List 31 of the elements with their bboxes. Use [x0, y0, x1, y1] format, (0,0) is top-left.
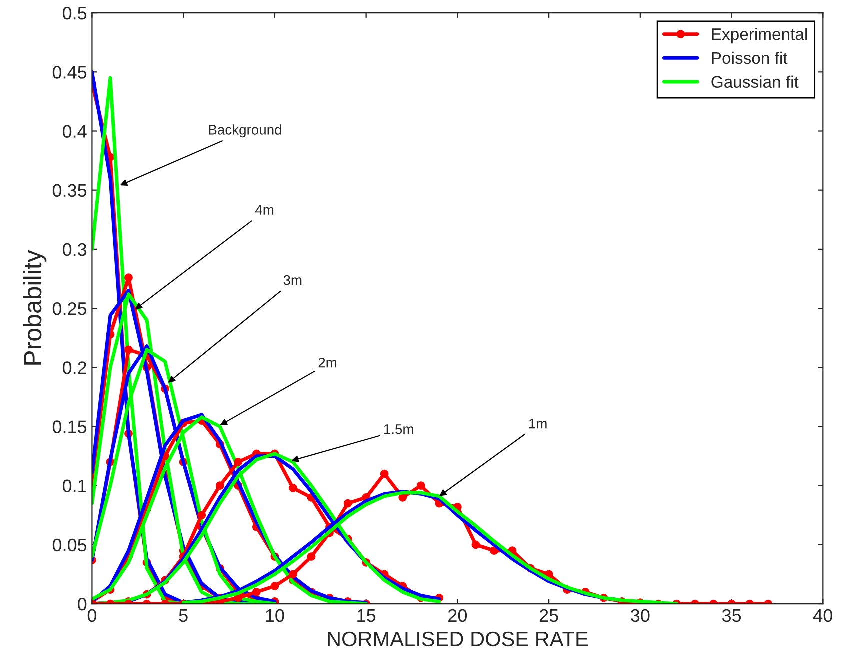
y-tick-label: 0.4	[62, 125, 87, 138]
annotation: 2m	[318, 358, 337, 368]
x-tick-label: 5	[179, 610, 188, 622]
x-tick-label: 20	[448, 609, 468, 622]
annotation: 1.5m	[384, 424, 414, 434]
annotation: 1m	[529, 419, 547, 429]
y-axis-title: Probability	[23, 250, 47, 365]
y-tick-label: 0.3	[62, 243, 87, 256]
annotation: Background	[209, 124, 282, 138]
legend-label: Gaussian fit	[712, 76, 799, 88]
y-tick-label: 0.5	[62, 6, 87, 20]
x-tick-label: 15	[358, 610, 376, 622]
x-tick-label: 10	[266, 609, 284, 622]
y-tick-label: 0.1	[62, 480, 86, 493]
legend-label: Experimental	[712, 28, 808, 44]
x-tick-label: 35	[722, 609, 742, 622]
x-tick-label: 40	[814, 609, 832, 622]
legend-label: Poisson fit	[712, 52, 788, 64]
y-tick-label: 0.25	[52, 302, 87, 316]
y-tick-label: 0.05	[52, 538, 87, 552]
x-axis-title: NORMALISED DOSE RATE	[328, 632, 588, 647]
annotation: 3m	[284, 275, 302, 286]
x-tick-label: 0	[88, 609, 97, 622]
y-tick-label: 0.15	[52, 420, 87, 434]
y-tick-label: 0.2	[62, 362, 86, 374]
y-tick-label: 0.35	[52, 184, 87, 198]
y-tick-label: 0	[78, 598, 87, 611]
x-tick-label: 30	[631, 609, 650, 622]
y-tick-label: 0.45	[52, 66, 87, 79]
x-tick-label: 25	[540, 609, 558, 622]
annotation: 4m	[255, 205, 274, 215]
